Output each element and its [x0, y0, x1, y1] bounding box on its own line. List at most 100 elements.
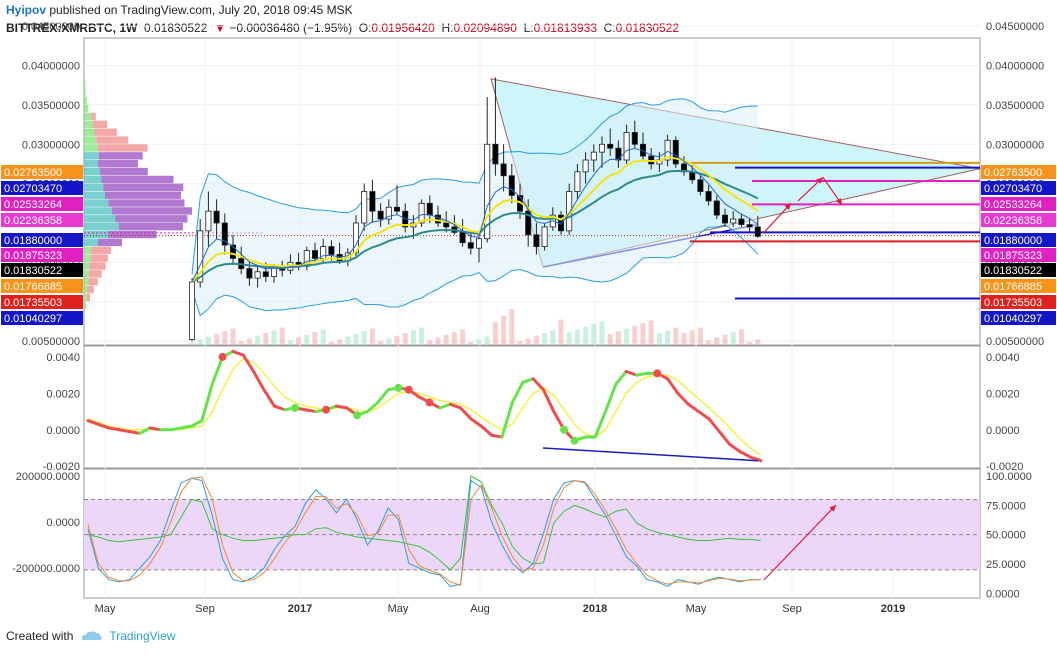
candle-body [492, 143, 499, 165]
candle-body [713, 200, 720, 216]
macd-segment [738, 450, 752, 459]
price-label-bg-left [1, 213, 83, 227]
volume-profile-sell [98, 238, 122, 247]
candle [533, 222, 540, 255]
low-value: 0.01813933 [533, 21, 597, 35]
candle [434, 205, 441, 227]
volume-bar [230, 328, 236, 345]
candle-body [730, 218, 737, 224]
volume-bar [566, 332, 572, 345]
volume-profile-buy [84, 215, 116, 223]
volume-profile-buy [84, 270, 89, 278]
candle-body [475, 238, 482, 249]
price-label-bg [981, 279, 1056, 293]
macd-tick-right: 0.0020 [986, 388, 1020, 400]
price-label-bg [981, 311, 1056, 325]
volume-bar [738, 329, 744, 345]
candle [393, 185, 400, 216]
volume-bar [394, 335, 400, 345]
volume-profile-sell [87, 285, 94, 294]
volume-bar [689, 330, 695, 345]
price-label-bg [981, 197, 1056, 211]
candle [582, 152, 589, 184]
price-tick-right: 0.04000000 [986, 61, 1044, 73]
candle-body [229, 244, 236, 259]
volume-bar [320, 329, 326, 345]
candle-body [311, 250, 318, 259]
candle-body [631, 132, 638, 145]
candle-body [574, 171, 581, 192]
candle-body [369, 191, 376, 212]
volume-bar [665, 330, 671, 345]
volume-profile-buy [84, 89, 86, 97]
candle-body [303, 250, 310, 267]
candle-body [246, 268, 253, 279]
candle [418, 199, 425, 227]
cci-line [87, 477, 761, 588]
volume-profile-sell [86, 293, 90, 302]
price-label: 0.02236358 [984, 215, 1042, 227]
macd-segment [635, 371, 649, 377]
volume-bar [353, 333, 359, 345]
candle [738, 213, 745, 227]
low-label: L: [523, 21, 534, 35]
price-tick-left: 0.04500000 [22, 21, 80, 33]
price-tick-left: 0.03000000 [22, 139, 80, 151]
candle-body [213, 210, 220, 224]
volume-bar [410, 330, 416, 345]
volume-bar [673, 327, 679, 345]
volume-bar [591, 324, 597, 345]
candle-body [254, 271, 261, 279]
volume-bar [624, 328, 630, 345]
volume-profile-sell [115, 215, 188, 223]
time-tick: May [388, 603, 409, 615]
macd-segment [376, 388, 390, 404]
macd-cross-dot [425, 398, 434, 407]
price-label-bg-left [1, 233, 83, 247]
publish-info: published on TradingView.com, July 20, 2… [49, 3, 353, 17]
macd-tick-left: 0.0040 [46, 352, 80, 364]
volume-bar [287, 340, 293, 345]
candle-body [525, 210, 532, 236]
volume-bar [558, 319, 564, 345]
price-label-bg-left [1, 248, 83, 262]
candle-body [615, 147, 622, 161]
candle [541, 222, 548, 251]
macd-segment [604, 382, 618, 414]
macd-segment [521, 377, 535, 384]
price-tick-left: 0.04000000 [22, 61, 80, 73]
candle [328, 240, 335, 261]
time-tick: May [686, 603, 707, 615]
macd-segment [728, 442, 742, 454]
tradingview-brand[interactable]: TradingView [109, 629, 176, 643]
macd-segment [86, 419, 100, 426]
price-label-left: 0.02236358 [4, 215, 62, 227]
author-name[interactable]: Hyipov [6, 3, 47, 17]
price-label: 0.01040297 [984, 313, 1042, 325]
macd-cross-dot [560, 425, 569, 434]
candle-body [722, 214, 729, 224]
macd-cross-dot [570, 436, 579, 445]
volume-profile-buy [84, 120, 93, 129]
volume-profile-sell [91, 112, 96, 121]
open-value: 0.01956420 [371, 21, 435, 35]
volume-profile-sell [98, 144, 148, 152]
price-label-bg-left [1, 295, 83, 309]
volume-bar [583, 326, 589, 345]
volume-profile-sell [94, 128, 117, 136]
price-label-left: 0.01735503 [4, 297, 62, 309]
macd-segment [148, 426, 162, 432]
projection-arrow-3-head [835, 197, 842, 205]
candle [664, 134, 671, 167]
candle [722, 208, 729, 227]
volume-bar [271, 330, 277, 345]
volume-bar [542, 333, 548, 345]
candle [303, 246, 310, 271]
volume-bar [640, 323, 646, 345]
volume-profile-buy [84, 152, 99, 160]
volume-profile-buy [84, 293, 87, 302]
volume-bar [599, 321, 605, 345]
stoch-arrow [763, 504, 837, 581]
macd-segment [303, 408, 318, 414]
